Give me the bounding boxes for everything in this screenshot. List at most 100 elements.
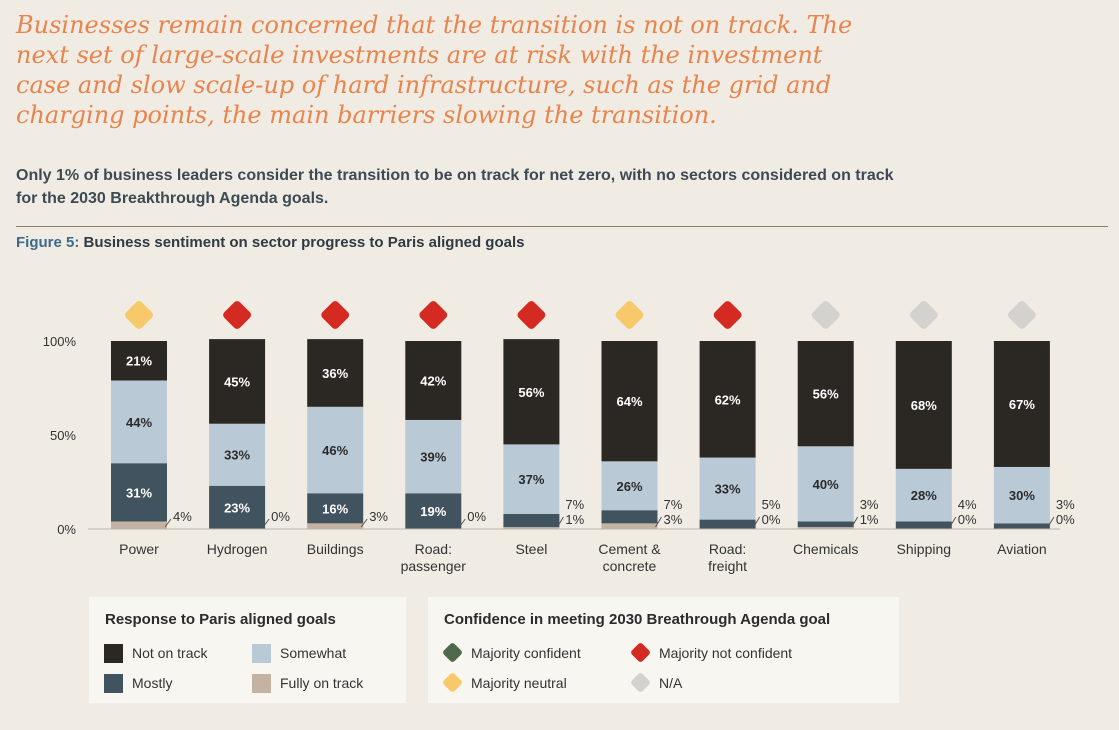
data-label-mostly: 3% — [860, 497, 879, 512]
legend-swatch-fully-on-track — [252, 674, 271, 693]
diamond-icon-not-confident — [517, 301, 546, 329]
category-label: Cement & — [598, 541, 661, 557]
y-tick-label: 0% — [57, 522, 76, 537]
legend-label-somewhat: Somewhat — [280, 645, 347, 661]
data-label-somewhat: 28% — [911, 488, 937, 503]
data-label-fully-on-track: 0% — [762, 512, 781, 527]
legend-response: Response to Paris aligned goals Not on t… — [89, 597, 406, 703]
legend-label-not-on-track: Not on track — [132, 645, 208, 661]
data-label-somewhat: 37% — [518, 472, 544, 487]
bar-segment-not-on-track — [601, 341, 658, 462]
data-label-mostly: 31% — [126, 485, 152, 500]
bar-segment-fully-on-track — [503, 527, 560, 529]
data-label-somewhat: 33% — [224, 448, 250, 463]
bar-segment-somewhat — [405, 419, 462, 494]
y-tick-label: 100% — [43, 334, 77, 349]
bar-segment-mostly — [307, 493, 364, 524]
bar-segment-somewhat — [503, 444, 560, 514]
category-label: passenger — [401, 558, 467, 574]
bar-segment-fully-on-track — [111, 521, 167, 529]
leader-line — [458, 518, 466, 528]
category-label: concrete — [603, 558, 657, 574]
category-label: Aviation — [997, 541, 1047, 557]
category-label: Power — [119, 541, 159, 557]
data-label-not-on-track: 56% — [813, 387, 839, 402]
legend-confidence: Confidence in meeting 2030 Breathrough A… — [428, 597, 899, 703]
diamond-icon-neutral — [615, 301, 644, 329]
category-label: Road: — [415, 541, 452, 557]
bar-segment-not-on-track — [307, 339, 364, 407]
data-label-mostly: 4% — [958, 497, 977, 512]
bar-segment-somewhat — [993, 466, 1050, 524]
bar-segment-not-on-track — [209, 339, 266, 424]
category-label: Shipping — [897, 541, 952, 557]
data-label-not-on-track: 42% — [420, 373, 446, 388]
data-label-fully-on-track: 3% — [369, 509, 388, 524]
bar-segment-somewhat — [797, 446, 854, 522]
bar-segment-mostly — [209, 485, 266, 529]
diamond-icon-na — [909, 301, 938, 329]
headline: Businesses remain concerned that the tra… — [16, 11, 853, 129]
data-label-fully-on-track: 0% — [271, 509, 290, 524]
data-label-mostly: 7% — [565, 497, 584, 512]
data-label-not-on-track: 36% — [322, 366, 348, 381]
category-label: Chemicals — [793, 541, 858, 557]
diamond-icon-not-confident — [223, 301, 251, 329]
bar-segment-somewhat — [895, 468, 952, 522]
data-label-fully-on-track: 1% — [860, 512, 879, 527]
data-label-somewhat: 39% — [420, 450, 446, 465]
legend-label-mostly: Mostly — [132, 675, 173, 691]
data-label-mostly: 3% — [1056, 497, 1075, 512]
legend-swatch-somewhat — [252, 644, 271, 663]
diamond-icon-na — [1008, 301, 1036, 329]
data-label-not-on-track: 45% — [224, 374, 250, 389]
leader-line — [164, 518, 172, 528]
legend-label-na: N/A — [659, 675, 683, 691]
data-label-mostly: 7% — [664, 497, 683, 512]
data-label-mostly: 16% — [322, 501, 348, 516]
data-label-somewhat: 44% — [126, 415, 152, 430]
figure-title-text: Business sentiment on sector progress to… — [83, 234, 525, 251]
bar-segment-somewhat — [209, 423, 266, 486]
bar-segment-not-on-track — [797, 341, 854, 447]
category-label: Buildings — [307, 541, 364, 557]
diamond-icon-confident — [441, 641, 464, 664]
leader-line — [753, 516, 761, 528]
bar-segment-not-on-track — [699, 341, 756, 458]
legend-label-fully-on-track: Fully on track — [280, 675, 364, 691]
category-label: Steel — [515, 541, 547, 557]
bar-segment-mostly — [895, 521, 952, 529]
diamond-icon-not-confident — [629, 641, 652, 664]
bar-segment-mostly — [111, 463, 167, 522]
leader-line — [949, 516, 957, 528]
legend-label-majority-confident: Majority confident — [471, 645, 581, 661]
bar-segment-mostly — [503, 513, 560, 528]
diamond-icon-neutral — [125, 301, 153, 329]
stacked-bar-chart: 0% 50% 100% 21% 44% 31% 4% Power 45% 33% 23% 0% Hydr… — [43, 301, 1075, 574]
data-label-somewhat: 30% — [1009, 488, 1035, 503]
subtext: Only 1% of business leaders consider the… — [16, 167, 894, 207]
bar-segment-not-on-track — [405, 341, 462, 420]
bar-segment-mostly — [797, 521, 854, 528]
legend-confidence-title: Confidence in meeting 2030 Breathrough A… — [444, 611, 831, 628]
bar-segment-not-on-track — [503, 339, 560, 445]
bar-segment-fully-on-track — [307, 523, 364, 529]
legend-swatch-not-on-track — [104, 644, 123, 663]
legend-swatch-mostly — [104, 674, 123, 693]
data-label-fully-on-track: 0% — [467, 509, 486, 524]
data-label-somewhat: 33% — [715, 482, 741, 497]
legend-label-majority-not-confident: Majority not confident — [659, 645, 793, 661]
diamond-icon-not-confident — [713, 301, 742, 329]
leader-line — [262, 518, 270, 528]
leader-line — [556, 516, 564, 528]
legend-response-title: Response to Paris aligned goals — [105, 611, 336, 628]
bar-segment-mostly — [699, 519, 756, 529]
figure-label: Figure 5: — [16, 234, 80, 251]
diamond-icon-not-confident — [419, 301, 448, 329]
diamond-icon-neutral — [441, 671, 464, 694]
legend-label-majority-neutral: Majority neutral — [471, 675, 567, 691]
diamond-icon-not-confident — [321, 301, 350, 329]
leader-line — [360, 518, 368, 528]
data-label-fully-on-track: 4% — [173, 509, 192, 524]
bar-segment-somewhat — [111, 380, 167, 464]
